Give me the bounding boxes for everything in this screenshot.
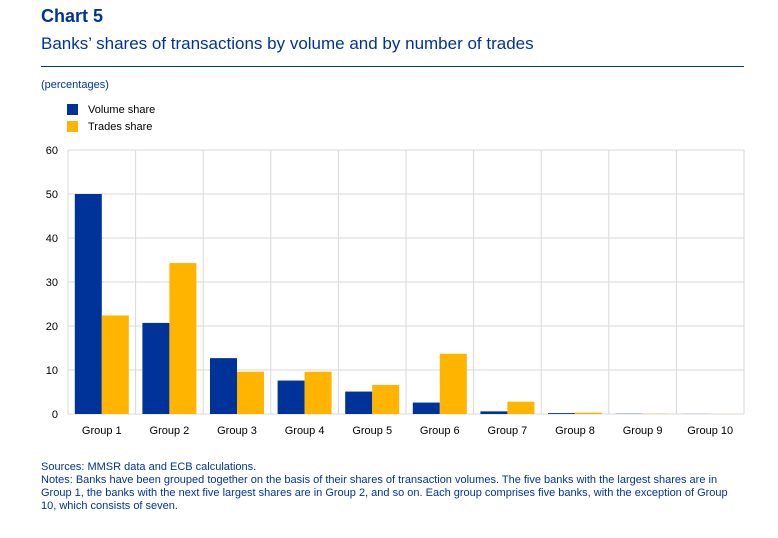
legend-swatch-volume xyxy=(67,104,78,115)
bar-volume xyxy=(142,322,170,414)
y-tick-label: 50 xyxy=(46,189,58,201)
x-tick-label: Group 5 xyxy=(352,425,392,437)
x-tick-label: Group 3 xyxy=(217,425,257,437)
chart-title: Banks’ shares of transactions by volume … xyxy=(41,34,534,53)
chart-number: Chart 5 xyxy=(41,6,104,26)
x-tick-label: Group 4 xyxy=(285,425,325,437)
bar-trades xyxy=(101,315,129,414)
notes-text: Notes: Banks have been grouped together … xyxy=(41,474,728,512)
y-tick-label: 40 xyxy=(46,233,58,245)
legend: Volume share Trades share xyxy=(67,101,155,135)
bar-volume xyxy=(277,380,305,414)
y-tick-label: 10 xyxy=(46,365,58,377)
legend-label-trades: Trades share xyxy=(88,120,153,133)
bar-volume xyxy=(412,402,440,414)
legend-item-volume: Volume share xyxy=(67,101,155,118)
title-divider xyxy=(41,66,744,67)
footer: Sources: MMSR data and ECB calculations.… xyxy=(41,461,741,513)
units-label: (percentages) xyxy=(41,79,109,91)
bar-volume xyxy=(74,194,102,414)
bar-trades xyxy=(304,371,332,414)
x-tick-label: Group 2 xyxy=(150,425,190,437)
bar-chart: 0 10 20 30 40 50 60 Group 1 Group 2 Group 3 Group … xyxy=(46,145,745,437)
x-tick-label: Group 1 xyxy=(82,425,122,437)
bar-trades xyxy=(169,263,197,414)
bar-volume xyxy=(210,358,237,414)
x-tick-label: Group 6 xyxy=(420,425,460,437)
sources-note: Sources: MMSR data and ECB calculations. xyxy=(41,461,257,473)
bar-trades xyxy=(372,384,400,414)
x-tick-label: Group 10 xyxy=(687,425,733,437)
x-tick-label: Group 9 xyxy=(623,425,663,437)
legend-item-trades: Trades share xyxy=(67,118,155,135)
y-tick-label: 60 xyxy=(46,145,58,157)
bar-trades xyxy=(507,401,535,414)
bar-trades xyxy=(237,371,264,414)
legend-label-volume: Volume share xyxy=(88,103,156,116)
bar-volume xyxy=(480,411,508,414)
y-tick-label: 30 xyxy=(46,277,58,289)
y-tick-label: 0 xyxy=(52,409,58,421)
bar-trades xyxy=(439,353,467,414)
bar-trades xyxy=(575,412,602,414)
y-tick-label: 20 xyxy=(46,321,58,333)
x-tick-label: Group 8 xyxy=(555,425,595,437)
x-tick-label: Group 7 xyxy=(488,425,528,437)
bar-volume xyxy=(345,391,373,414)
legend-swatch-trades xyxy=(67,121,78,132)
bar-volume xyxy=(548,413,575,414)
